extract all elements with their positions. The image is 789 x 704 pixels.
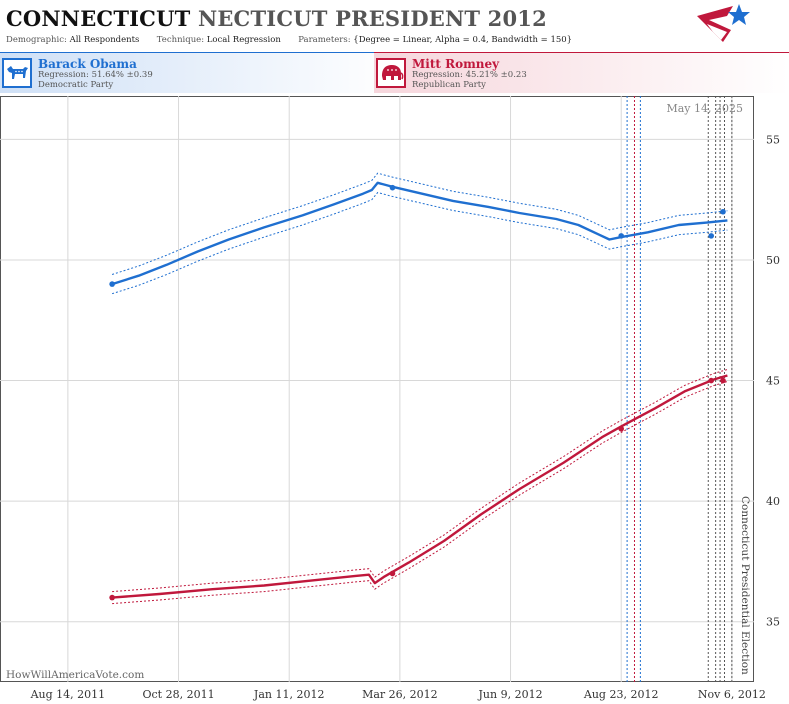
x-tick-label: Aug 23, 2012 [583, 688, 659, 701]
series [109, 172, 728, 605]
technique-value: Local Regression [206, 35, 281, 45]
y-tick-label: 55 [766, 133, 780, 146]
y-tick-label: 40 [766, 495, 780, 508]
rep-trend-line [112, 374, 728, 599]
plot-frame [0, 96, 754, 682]
rep-poll-point [389, 570, 396, 577]
rep-party: Republican Party [412, 80, 486, 90]
title-race: NECTICUT PRESIDENT 2012 [197, 6, 547, 31]
elephant-icon [376, 58, 406, 88]
rep-poll-point [109, 594, 115, 601]
dem-poll-point [720, 208, 726, 215]
x-tick-label: Mar 26, 2012 [362, 688, 438, 701]
dem-band-upper [111, 172, 728, 275]
donkey-icon [2, 58, 32, 88]
x-tick-label: Jan 11, 2012 [253, 688, 325, 701]
dem-trend-line [111, 181, 728, 286]
logo-star [728, 4, 750, 25]
dem-candidate-name: Barack Obama [38, 57, 137, 71]
x-tick-label: Oct 28, 2011 [142, 688, 214, 701]
rep-poll-point [720, 377, 726, 384]
page-title: CONNECTICUT NECTICUT PRESIDENT 2012 [6, 6, 547, 31]
x-tick-label: Aug 14, 2011 [30, 688, 106, 701]
dem-regression: Regression: 51.64% ±0.39 [38, 70, 153, 80]
rep-poll-point [708, 377, 715, 384]
logo-white-stripe [707, 24, 727, 40]
axes: Aug 14, 2011 Oct 28, 2011 Jan 11, 2012 Mar … [30, 133, 780, 701]
election-label: Connecticut Presidential Election [739, 496, 751, 675]
dem-party: Democratic Party [38, 80, 114, 90]
rep-candidate-name: Mitt Romney [412, 57, 500, 71]
rep-poll-point [618, 425, 625, 432]
logo-red-stripe [697, 6, 733, 42]
y-tick-label: 45 [766, 375, 780, 388]
parameters-label: Parameters: [298, 35, 351, 45]
site-logo [697, 4, 750, 42]
dem-poll-point [708, 233, 715, 239]
legend-republican: Mitt Romney Regression: 45.21% ±0.23 Rep… [374, 52, 789, 93]
parameters-value: {Degree = Linear, Alpha = 0.4, Bandwidth… [353, 35, 573, 45]
demographic-label: Demographic: [6, 35, 67, 45]
dem-poll-point [389, 184, 396, 191]
demographic-value: All Respondents [69, 35, 140, 45]
poll-date-lines [626, 96, 733, 682]
parameters-line: Demographic: All Respondents Technique: … [6, 35, 572, 45]
x-tick-label: Nov 6, 2012 [698, 688, 766, 701]
header: CONNECTICUT NECTICUT PRESIDENT 2012 Demo… [0, 0, 789, 52]
x-tick-label: Jun 9, 2012 [478, 688, 543, 701]
rep-band-lower [112, 381, 728, 605]
dem-band-lower [111, 191, 728, 295]
legend: Barack Obama Regression: 51.64% ±0.39 De… [0, 52, 789, 96]
y-tick-label: 35 [766, 616, 780, 629]
title-state: CONNECTICUT [6, 6, 191, 31]
y-tick-label: 50 [766, 254, 780, 267]
rep-regression: Regression: 45.21% ±0.23 [412, 70, 527, 80]
date-stamp: May 14, 2025 [666, 102, 743, 115]
watermark: HowWillAmericaVote.com [6, 669, 144, 681]
dem-poll-point [618, 233, 625, 239]
technique-label: Technique: [156, 35, 205, 45]
rep-band-upper [112, 369, 728, 593]
legend-democrat: Barack Obama Regression: 51.64% ±0.39 De… [0, 52, 395, 93]
poll-chart: Aug 14, 2011 Oct 28, 2011 Jan 11, 2012 Mar … [0, 96, 780, 701]
dem-poll-point [109, 281, 115, 287]
